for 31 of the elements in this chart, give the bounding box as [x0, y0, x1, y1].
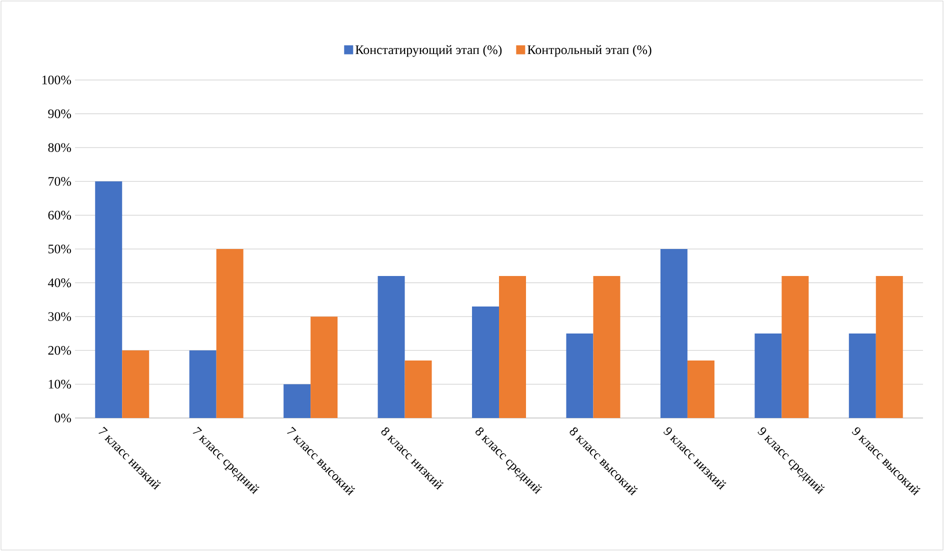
bar [472, 306, 500, 418]
bar [404, 360, 432, 418]
y-tick-label: 20% [48, 346, 72, 355]
y-tick-label: 90% [48, 109, 72, 118]
bar [848, 334, 876, 418]
legend-label: Констатирующий этап (%) [356, 45, 502, 57]
bar [378, 276, 405, 418]
bar [95, 181, 122, 418]
y-tick-label: 70% [48, 177, 72, 186]
y-tick-label: 80% [48, 143, 72, 152]
y-tick-label: 50% [48, 244, 72, 254]
bar [876, 276, 903, 418]
y-tick-label: 30% [48, 312, 72, 321]
bar [660, 248, 688, 418]
bar [687, 360, 714, 418]
y-tick-label: 100% [42, 76, 72, 84]
bar [284, 384, 311, 418]
bar [593, 276, 620, 418]
y-tick-label: 10% [48, 380, 72, 389]
bar [122, 350, 150, 418]
bar [216, 248, 244, 418]
y-tick-label: 40% [48, 278, 72, 288]
legend-label: Контрольный этап (%) [528, 45, 652, 57]
y-tick-label: 60% [48, 210, 72, 220]
y-tick-label: 0% [54, 414, 72, 422]
bar [566, 334, 594, 418]
bar [782, 276, 809, 418]
bar [189, 350, 216, 418]
bar [499, 276, 526, 418]
bar [310, 316, 338, 418]
bar [754, 334, 782, 418]
